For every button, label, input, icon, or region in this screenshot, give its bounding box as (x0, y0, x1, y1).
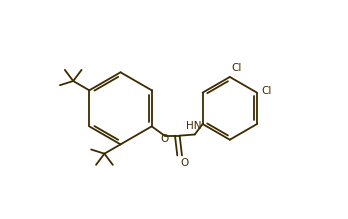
Text: HN: HN (186, 121, 201, 131)
Text: Cl: Cl (231, 63, 241, 73)
Text: O: O (160, 134, 169, 145)
Text: O: O (180, 158, 188, 168)
Text: Cl: Cl (261, 87, 271, 97)
